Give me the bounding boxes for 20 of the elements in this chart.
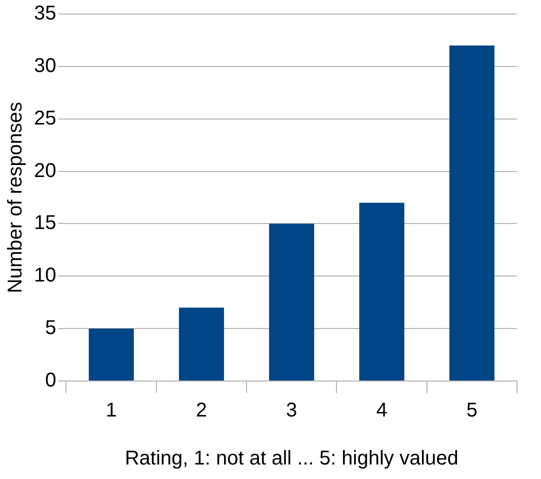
x-tick-label: 3 xyxy=(286,400,298,422)
y-tick-label: 35 xyxy=(34,2,56,25)
y-tick-label: 25 xyxy=(34,107,56,130)
x-axis-title: Rating, 1: not at all ... 5: highly valued xyxy=(124,448,458,470)
y-tick-label: 15 xyxy=(34,212,56,234)
y-axis-title: Number of responses xyxy=(4,102,27,294)
y-tick-label: 30 xyxy=(34,54,56,77)
x-tick-label: 5 xyxy=(466,400,478,422)
x-tick-label: 1 xyxy=(106,400,117,422)
x-tick-label: 2 xyxy=(196,400,208,422)
bar xyxy=(449,45,494,380)
y-tick-label: 0 xyxy=(45,370,56,392)
y-tick-label: 5 xyxy=(45,317,56,340)
bar xyxy=(269,224,314,380)
bar xyxy=(88,328,134,380)
bar xyxy=(178,308,224,380)
y-tick-label: 20 xyxy=(34,160,56,182)
bar xyxy=(359,202,404,380)
y-tick-label: 10 xyxy=(34,264,56,287)
x-tick-label: 4 xyxy=(376,400,388,422)
